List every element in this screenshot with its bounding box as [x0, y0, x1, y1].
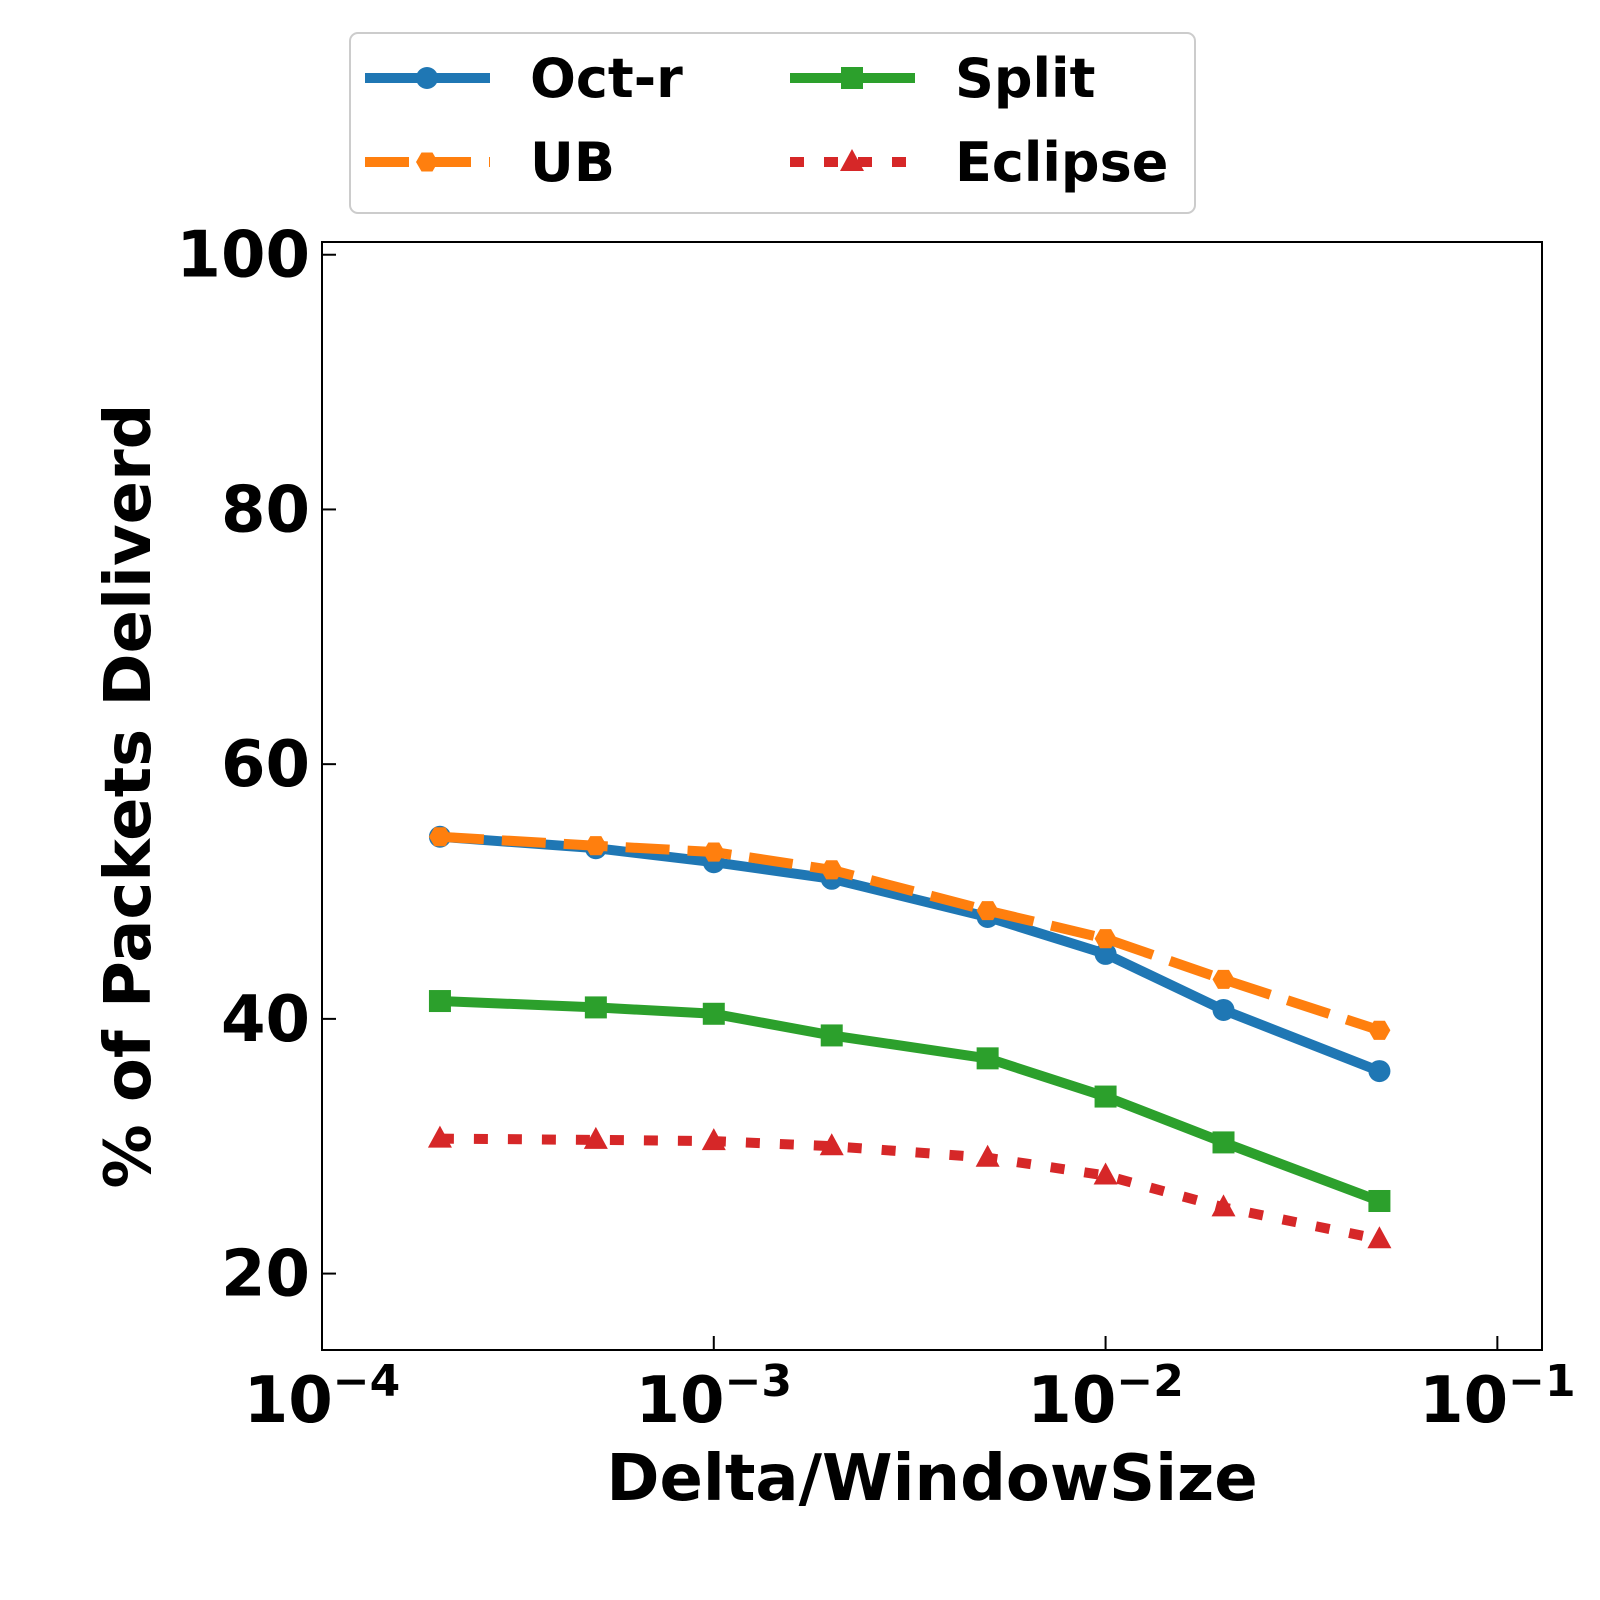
y-tick-label: 20 — [221, 1238, 310, 1312]
data-point-ub — [1094, 929, 1117, 949]
x-tick-label: 10−1 — [1419, 1356, 1576, 1438]
y-tick-label: 40 — [221, 983, 310, 1057]
legend-marker-ub — [416, 152, 438, 172]
data-point-split — [702, 1002, 725, 1025]
series-eclipse — [427, 1125, 1392, 1249]
plot-area: 20 40 60 80 100 10−4 10−3 10−2 10−1 — [176, 219, 1575, 1438]
legend-item-ub: UB — [365, 131, 615, 194]
data-point-split — [1212, 1131, 1235, 1154]
data-point-eclipse — [701, 1128, 726, 1151]
data-point-ub — [428, 827, 451, 847]
data-point-eclipse — [1367, 1226, 1392, 1249]
legend-label-oct-r: Oct-r — [530, 47, 683, 110]
data-point-split — [820, 1024, 843, 1047]
data-point-ub — [702, 842, 725, 862]
data-point-split — [584, 996, 607, 1019]
series-layer — [427, 825, 1392, 1249]
data-point-split — [428, 990, 451, 1013]
legend-label-ub: UB — [530, 131, 615, 194]
y-tick-label: 60 — [221, 728, 310, 802]
data-point-eclipse — [819, 1133, 844, 1156]
y-tick-label: 80 — [221, 473, 310, 547]
series-line-oct-r — [439, 831, 1382, 1076]
data-point-split — [1094, 1085, 1117, 1108]
series-line-ub — [439, 831, 1381, 1036]
data-point-ub — [976, 901, 999, 921]
legend-item-oct-r: Oct-r — [365, 47, 683, 110]
legend-item-split: Split — [790, 47, 1095, 110]
y-axis-title: % of Packets Deliverd — [92, 404, 166, 1189]
legend-item-eclipse: Eclipse — [790, 131, 1168, 194]
y-axis: 20 40 60 80 100 — [176, 219, 336, 1312]
series-line-eclipse — [439, 1133, 1381, 1245]
series-line-split — [439, 996, 1382, 1206]
series-split — [428, 990, 1391, 1212]
x-axis: 10−4 10−3 10−2 10−1 — [244, 1336, 1576, 1438]
data-point-eclipse — [1211, 1194, 1236, 1217]
x-tick-label: 10−3 — [636, 1356, 793, 1438]
legend-label-eclipse: Eclipse — [955, 131, 1168, 194]
x-tick-label: 10−4 — [244, 1356, 401, 1438]
data-point-eclipse — [583, 1126, 608, 1149]
data-point-split — [976, 1047, 999, 1070]
series-ub — [428, 827, 1391, 1040]
x-tick-label: 10−2 — [1027, 1356, 1184, 1438]
x-axis-title: Delta/WindowSize — [606, 1442, 1257, 1516]
legend-frame — [349, 32, 1196, 214]
y-tick-label: 100 — [176, 219, 310, 293]
data-point-ub — [1368, 1020, 1391, 1040]
data-point-eclipse — [1093, 1162, 1118, 1185]
data-point-oct-r — [1368, 1060, 1391, 1083]
data-point-ub — [1212, 969, 1235, 989]
legend-marker-split — [841, 67, 863, 89]
plot-frame — [321, 241, 1543, 1351]
data-point-split — [1368, 1189, 1391, 1212]
data-point-ub — [820, 860, 843, 880]
legend: Oct-r UB Split Eclipse — [349, 32, 1196, 214]
data-point-oct-r — [1094, 942, 1117, 965]
legend-marker-eclipse — [840, 149, 864, 171]
legend-marker-oct-r — [416, 67, 438, 89]
data-point-oct-r — [1212, 998, 1235, 1021]
data-point-eclipse — [975, 1144, 1000, 1167]
legend-label-split: Split — [955, 47, 1095, 110]
data-point-eclipse — [427, 1125, 452, 1148]
data-point-ub — [584, 836, 607, 856]
